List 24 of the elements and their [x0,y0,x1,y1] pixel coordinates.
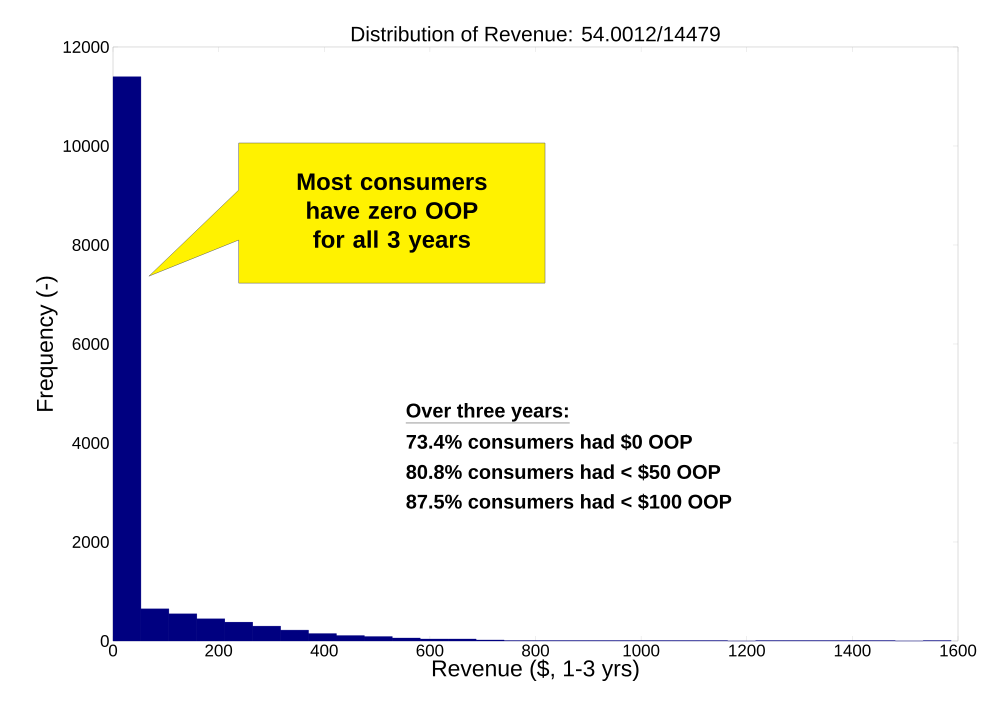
chart-title: Distribution of Revenue: 54.0012/14479 [352,26,720,42]
x-tick-label: 1600 [940,644,976,656]
x-tick-label: 1200 [729,644,765,656]
annotation: 73.4% consumers had $0 OOP [406,434,692,450]
y-tick-label: 0 [100,634,109,647]
annotation: Over three years: [406,403,568,422]
x-tick-label: 1000 [624,644,660,656]
x-tick-label: 800 [522,644,549,656]
y-tick-label: 12000 [64,40,109,53]
y-tick-label: 8000 [72,238,109,251]
x-tick-label: 0 [108,644,118,656]
x-axis-title: Revenue ($, 1-3 yrs) [432,659,638,682]
x-tick-label: 400 [310,644,338,656]
y-tick-label: 4000 [72,436,109,449]
y-tick-label: 2000 [72,536,109,548]
y-axis-title: Frequency (-) [36,276,58,411]
x-tick-label: 200 [205,644,232,656]
annotation: 80.8% consumers had < $50 OOP [406,464,720,480]
y-tick-label: 10000 [64,140,109,152]
x-tick-label: 600 [416,644,444,656]
x-tick-label: 1400 [834,644,871,656]
y-tick-label: 6000 [72,338,109,350]
annotation: Most consumers have zero OOP for all 3 years [298,173,487,253]
annotation: 87.5% consumers had < $100 OOP [406,494,732,510]
